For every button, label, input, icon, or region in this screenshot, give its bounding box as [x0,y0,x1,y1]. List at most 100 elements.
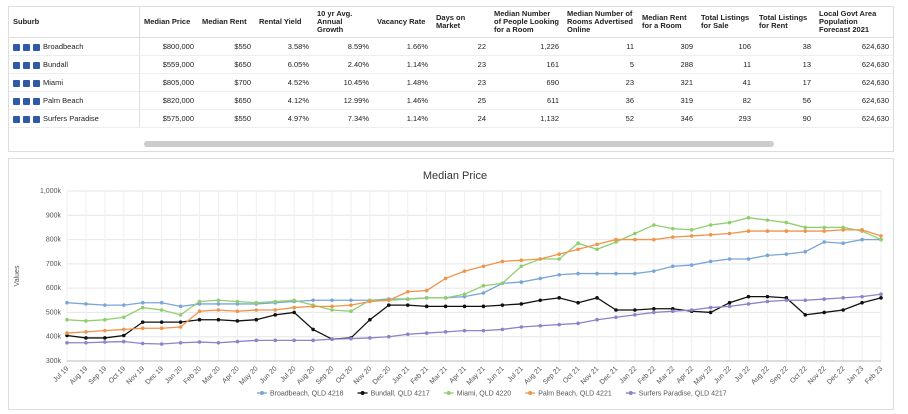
data-point [633,237,637,242]
data-point [330,298,334,303]
row-icon[interactable] [23,79,30,87]
table-cell: 2.40% [313,55,373,74]
cell-text: Miami [43,78,63,87]
data-point [405,289,410,294]
data-point [140,305,145,310]
x-tick-label: Nov 19 [125,365,146,386]
cell-text: $820,000 [162,96,194,105]
data-point [103,340,107,344]
row-icon[interactable] [13,79,20,87]
scrollbar[interactable] [144,141,774,147]
x-tick-label: Sep 19 [88,365,109,386]
data-point [557,257,561,261]
data-point [103,317,107,322]
cell-text: 11 [626,42,634,51]
table-cell: 23 [432,55,490,74]
x-tick-label: Nov 22 [807,365,828,386]
data-point [614,308,618,312]
legend-marker [360,391,365,395]
series-line [66,295,882,340]
table-cell: 11 [697,55,755,74]
data-point [197,299,202,304]
data-point [140,341,145,346]
y-tick-label: 1,000k [40,188,62,195]
cell-text: 321 [680,78,693,87]
cell-text: $550 [234,114,251,123]
data-point [292,338,296,343]
x-tick-label: Jan 22 [619,365,639,385]
data-point [727,257,732,261]
table-cell: 38 [755,37,815,56]
cell-text: 4.52% [287,78,309,87]
data-point [103,336,107,340]
data-point [273,308,278,312]
row-icon[interactable] [23,115,30,123]
data-point [159,308,164,312]
data-point [708,259,713,264]
cell-text: 288 [680,60,693,69]
data-point [387,334,391,339]
chart-panel: Median Price Values 300k 400k 500k 600k 700k… [8,158,894,410]
cell-text: 23 [625,78,634,87]
table-cell: 624,630 [815,37,893,56]
data-point [538,276,543,281]
legend-label: Bundall, QLD 4217 [371,391,430,398]
data-point [500,281,505,286]
cell-text: 23 [477,78,486,87]
table-row: Broadbeach $800,000 $550 3.58% 8.59% 1.66% 22 1… [9,37,893,56]
table-cell: 293 [697,109,755,128]
table-cell: 1.46% [373,91,432,110]
row-icon[interactable] [33,43,40,51]
row-icon[interactable] [13,115,20,123]
cell-text: $700 [234,78,251,87]
data-point [633,271,637,276]
cell-text: 41 [742,78,751,87]
cell-text: 161 [546,60,559,69]
cell-text: $550 [234,42,251,51]
data-point [670,226,675,231]
table-cell: $650 [198,55,255,74]
x-tick-label: Nov 21 [580,365,601,386]
cell-text: 319 [680,96,693,105]
x-tick-label: May 22 [693,365,714,386]
row-icon[interactable] [33,97,40,105]
data-point [879,292,883,297]
row-icon[interactable] [13,43,20,51]
data-point [784,220,789,225]
data-point [481,328,486,333]
cell-text: 10.45% [343,78,369,87]
data-point [841,241,845,246]
table-cell: 82 [697,91,755,110]
data-point [860,300,864,305]
row-icon[interactable] [33,61,40,69]
data-point [216,308,221,312]
data-point [803,225,808,230]
y-tick-label: 900k [46,212,62,219]
cell-text: 82 [742,96,751,105]
cell-text: 690 [546,78,559,87]
cell-text: 624,630 [861,42,889,51]
row-icon[interactable] [13,97,20,105]
cell-text: 38 [802,42,811,51]
row-icon[interactable] [33,79,40,87]
series-line [66,238,881,308]
column-header: Suburb [9,7,140,38]
column-header: Median Number of Rooms Advertised Online [563,7,638,38]
cell-text: 7.34% [347,114,369,123]
row-icon[interactable] [33,115,40,123]
row-icon[interactable] [23,43,30,51]
x-tick-label: Oct 19 [108,365,128,385]
table-cell: Broadbeach [9,37,140,56]
row-icon[interactable] [23,61,30,69]
data-point [121,333,126,338]
cell-text: Surfers Paradise [43,114,99,123]
row-icon[interactable] [13,61,20,69]
data-point [292,298,296,303]
cell-text: 611 [547,96,559,105]
data-point [670,235,675,239]
row-icon[interactable] [23,97,30,105]
x-tick-label: Nov 20 [353,365,374,386]
data-point [254,317,259,322]
column-header: Median Price [139,7,198,38]
data-point [330,337,334,341]
